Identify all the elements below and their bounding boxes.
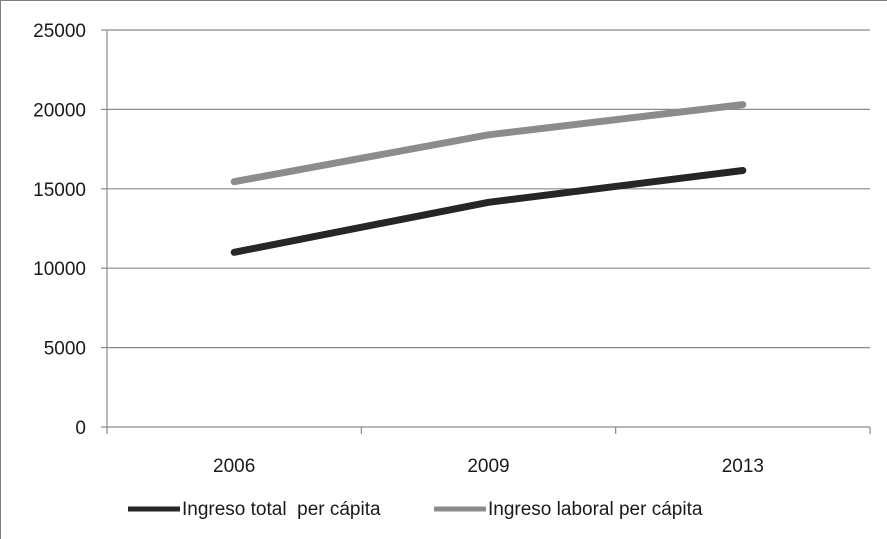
- x-tick-label-2006: 2006: [213, 456, 255, 477]
- legend: Ingreso total per cápita Ingreso laboral…: [128, 499, 703, 520]
- y-tick-label-5000: 5000: [44, 339, 86, 360]
- y-tick-label-20000: 20000: [33, 100, 86, 121]
- x-tick-labels: 2006 2009 2013: [213, 456, 764, 477]
- y-tick-labels: 0 5000 10000 15000 20000 25000: [33, 21, 86, 439]
- y-tick-label-25000: 25000: [33, 21, 86, 42]
- x-tick-label-2009: 2009: [467, 456, 509, 477]
- y-tick-label-0: 0: [75, 418, 86, 439]
- gridlines: [107, 29, 870, 349]
- legend-label-total: Ingreso total per cápita: [182, 499, 381, 520]
- series-lines: [230, 101, 747, 256]
- legend-label-laboral: Ingreso laboral per cápita: [488, 499, 703, 520]
- series-line-1: [230, 101, 747, 186]
- axes: [101, 29, 871, 434]
- x-tick-label-2013: 2013: [722, 456, 764, 477]
- y-tick-label-10000: 10000: [33, 259, 86, 280]
- series-line-0: [230, 167, 747, 256]
- y-tick-label-15000: 15000: [33, 180, 86, 201]
